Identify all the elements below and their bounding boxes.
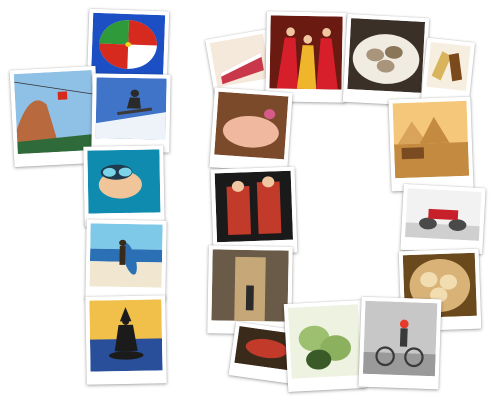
photo-mushrooms[interactable] xyxy=(342,13,430,107)
photo-street-performers[interactable] xyxy=(210,166,298,256)
cake-image xyxy=(209,33,271,88)
snowboarder-image xyxy=(95,77,167,140)
photo-snorkeler[interactable] xyxy=(83,145,165,227)
photo-spa[interactable] xyxy=(209,87,293,173)
snorkeler-image xyxy=(87,149,161,214)
mushrooms-image xyxy=(347,18,426,93)
dancers-image xyxy=(269,15,343,90)
photo-surfer[interactable] xyxy=(85,219,167,301)
quad-bike-image xyxy=(405,188,482,241)
surfer-image xyxy=(89,223,163,288)
street-performers-image xyxy=(214,170,294,243)
yoga-sunset-image xyxy=(89,299,163,372)
photo-dancers[interactable] xyxy=(265,11,347,103)
cyclist-image xyxy=(362,300,438,377)
steamed-buns-image xyxy=(287,304,362,379)
pyramids-image xyxy=(392,100,470,179)
photo-fried-food[interactable] xyxy=(420,37,476,105)
photo-beach-ball[interactable] xyxy=(86,8,170,90)
photo-cable-car[interactable] xyxy=(9,65,101,168)
photo-pyramids[interactable] xyxy=(388,96,474,192)
photo-cake[interactable] xyxy=(205,29,277,101)
beach-ball-image xyxy=(91,12,166,77)
photo-red-food[interactable] xyxy=(228,321,304,385)
photo-snowboarder[interactable] xyxy=(91,73,171,153)
photo-cyclist[interactable] xyxy=(358,296,442,390)
photo-quad-bike[interactable] xyxy=(400,183,486,255)
photo-steamed-buns[interactable] xyxy=(283,300,367,392)
photo-yoga-sunset[interactable] xyxy=(85,295,167,385)
fried-food-image xyxy=(426,42,471,91)
cable-car-image xyxy=(13,70,96,154)
spa-image xyxy=(214,91,289,160)
photo-narrow-street[interactable] xyxy=(207,245,293,335)
narrow-street-image xyxy=(211,249,289,322)
red-food-image xyxy=(234,326,299,372)
